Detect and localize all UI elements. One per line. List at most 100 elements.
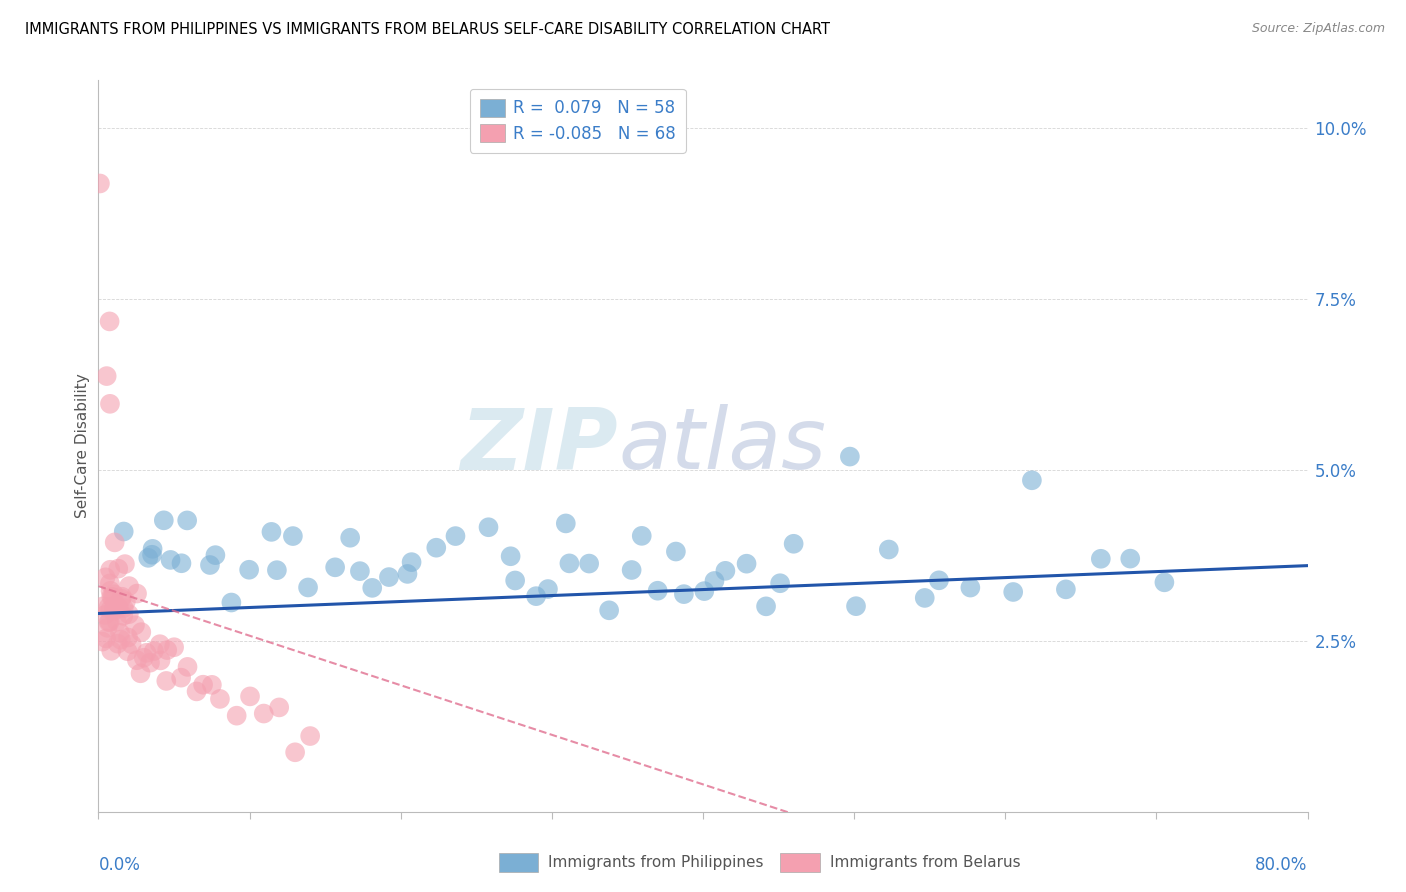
Point (672, 587, 695, 601)
Point (578, 557, 600, 571)
Point (124, 618, 146, 632)
Point (149, 637, 172, 651)
Point (928, 574, 950, 588)
Point (125, 653, 148, 667)
Point (98, 314, 121, 328)
Point (208, 692, 231, 706)
Point (91, 599, 114, 614)
Point (755, 599, 778, 614)
Point (112, 608, 135, 623)
Point (110, 632, 132, 647)
Point (96, 632, 118, 646)
Point (339, 531, 361, 545)
Point (156, 643, 179, 657)
Point (108, 600, 131, 615)
Point (107, 562, 129, 576)
Point (176, 660, 198, 674)
Text: Immigrants from Philippines: Immigrants from Philippines (548, 855, 763, 870)
Point (323, 560, 346, 574)
Text: IMMIGRANTS FROM PHILIPPINES VS IMMIGRANTS FROM BELARUS SELF-CARE DISABILITY CORR: IMMIGRANTS FROM PHILIPPINES VS IMMIGRANT… (25, 22, 831, 37)
Point (630, 529, 652, 543)
Point (620, 563, 643, 577)
Point (103, 599, 125, 614)
Point (163, 640, 186, 655)
Text: Immigrants from Belarus: Immigrants from Belarus (830, 855, 1021, 870)
Point (170, 556, 193, 570)
Point (477, 520, 499, 534)
Point (198, 558, 221, 572)
Point (201, 678, 224, 692)
Point (204, 548, 226, 562)
Point (253, 706, 276, 721)
Point (141, 548, 163, 562)
Legend: R =  0.079   N = 58, R = -0.085   N = 68: R = 0.079 N = 58, R = -0.085 N = 68 (470, 88, 686, 153)
Point (101, 590, 124, 604)
Point (838, 450, 860, 464)
Point (735, 557, 758, 571)
Point (135, 646, 157, 660)
Point (110, 591, 132, 606)
Point (108, 626, 131, 640)
Point (225, 708, 247, 723)
Point (1119, 551, 1142, 566)
Text: 0.0%: 0.0% (98, 855, 141, 873)
Point (98, 397, 121, 411)
Point (117, 644, 139, 658)
Text: 80.0%: 80.0% (1256, 855, 1308, 873)
Point (98, 602, 121, 616)
Point (877, 542, 900, 557)
Point (845, 599, 868, 614)
Point (129, 666, 152, 681)
Point (96, 369, 118, 384)
Point (221, 595, 243, 609)
Point (159, 553, 181, 567)
Point (139, 656, 162, 670)
Point (425, 541, 447, 555)
Point (499, 549, 522, 564)
Point (269, 700, 291, 714)
Point (98, 576, 121, 591)
Point (170, 671, 193, 685)
Point (558, 557, 581, 571)
Point (114, 557, 136, 571)
Point (89, 177, 111, 191)
Point (117, 631, 139, 645)
Point (155, 673, 177, 688)
Point (914, 591, 936, 605)
Point (98, 563, 121, 577)
Point (104, 535, 127, 549)
Point (153, 513, 176, 527)
Point (112, 601, 135, 615)
Point (131, 625, 153, 640)
Point (444, 529, 467, 543)
Point (238, 563, 260, 577)
Point (94, 607, 117, 622)
Point (115, 594, 138, 608)
Point (401, 555, 423, 569)
Point (1054, 582, 1077, 597)
Point (149, 653, 172, 667)
Point (118, 607, 141, 622)
Point (396, 566, 419, 581)
Point (378, 570, 401, 584)
Point (693, 584, 716, 599)
Point (136, 550, 159, 565)
Point (105, 599, 128, 613)
Point (142, 644, 165, 658)
Point (98, 615, 121, 629)
Point (105, 615, 128, 629)
Point (260, 524, 283, 539)
Point (103, 587, 125, 601)
Point (100, 583, 122, 598)
Point (132, 650, 155, 665)
Point (125, 586, 148, 600)
Point (94, 570, 117, 584)
Point (176, 513, 198, 527)
Point (103, 604, 125, 618)
Point (100, 590, 122, 604)
Point (299, 729, 322, 743)
Point (111, 590, 134, 604)
Point (782, 537, 804, 551)
Point (112, 524, 135, 539)
Point (769, 576, 792, 591)
